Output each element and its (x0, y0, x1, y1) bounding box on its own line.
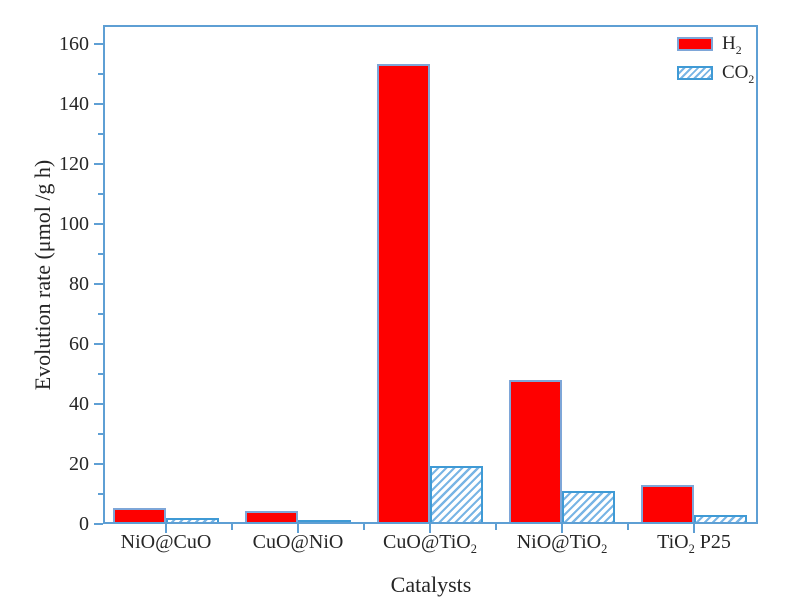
x-axis-tick-label: NiO@CuO (121, 531, 212, 554)
x-axis-tick-label: TiO2 P25 (657, 531, 731, 556)
y-axis-tick-label: 120 (59, 153, 89, 175)
x-axis-tick-label: CuO@TiO2 (383, 531, 477, 556)
y-major-tick (94, 403, 103, 405)
y-minor-tick (98, 133, 103, 135)
y-minor-tick (98, 433, 103, 435)
label-text: P25 (694, 531, 731, 553)
legend-item: H2 (677, 33, 754, 57)
y-minor-tick (98, 313, 103, 315)
h2-bar (509, 380, 562, 524)
legend-h2-swatch (677, 37, 713, 51)
y-major-tick (94, 283, 103, 285)
label-text: CO (722, 62, 749, 83)
y-axis-tick-label: 160 (59, 33, 89, 55)
h2-bar (377, 63, 430, 524)
subscript-text: 2 (601, 542, 608, 556)
legend-co2-label: CO2 (722, 62, 755, 86)
y-minor-tick (98, 73, 103, 75)
plot-area: H2 CO2 0 20 40 60 80 100 120 140 160 NiO@CuO CuO@Ni… (59, 25, 758, 555)
legend: H2 CO2 (677, 33, 754, 91)
x-minor-tick (627, 524, 629, 530)
y-major-tick (94, 163, 103, 165)
x-axis-tick-label: NiO@TiO2 (516, 531, 608, 556)
h2-bar (641, 485, 694, 524)
plot-frame (103, 25, 758, 524)
x-major-tick (561, 524, 563, 533)
legend-h2-label: H2 (722, 33, 742, 57)
legend-co2-swatch (677, 66, 713, 80)
x-major-tick (165, 524, 167, 533)
co2-bar (166, 518, 219, 524)
label-text: TiO (657, 531, 689, 553)
y-axis-tick-label: 40 (69, 393, 89, 415)
x-axis-tick-label: CuO@NiO (253, 531, 344, 554)
h2-bar (245, 510, 298, 524)
y-axis-tick-label: 60 (69, 333, 89, 355)
x-axis-title: Catalysts (390, 572, 472, 597)
y-axis-tick-label: 80 (69, 273, 89, 295)
y-axis-tick-label: 140 (59, 93, 89, 115)
x-major-tick (297, 524, 299, 533)
subscript-text: 2 (688, 542, 695, 556)
label-text: CuO@TiO (383, 531, 471, 553)
co2-bar (694, 515, 747, 524)
x-major-tick (429, 524, 431, 533)
y-major-tick (94, 43, 103, 45)
x-minor-tick (231, 524, 233, 530)
co2-bar (298, 519, 351, 524)
y-minor-tick (98, 373, 103, 375)
y-minor-tick (98, 253, 103, 255)
subscript-text: 2 (748, 72, 755, 86)
h2-bar (113, 507, 166, 524)
y-axis-tick-label: 100 (59, 213, 89, 235)
co2-bar (430, 465, 483, 524)
label-text: H (722, 33, 736, 54)
x-minor-tick (495, 524, 497, 530)
x-minor-tick (363, 524, 365, 530)
y-axis-tick-label: 0 (79, 513, 89, 535)
label-text: CuO@NiO (252, 531, 344, 553)
y-major-tick (94, 343, 103, 345)
y-major-tick (94, 103, 103, 105)
subscript-text: 2 (470, 542, 477, 556)
y-major-tick (94, 463, 103, 465)
y-minor-tick (98, 193, 103, 195)
label-text: NiO@CuO (120, 531, 212, 553)
y-major-tick (94, 223, 103, 225)
y-minor-tick (98, 493, 103, 495)
subscript-text: 2 (735, 43, 742, 57)
x-major-tick (693, 524, 695, 533)
legend-item: CO2 (677, 62, 755, 86)
y-axis-tick-label: 20 (69, 453, 89, 475)
y-major-tick (94, 523, 103, 525)
label-text: NiO@TiO (516, 531, 602, 553)
co2-bar (562, 491, 615, 524)
